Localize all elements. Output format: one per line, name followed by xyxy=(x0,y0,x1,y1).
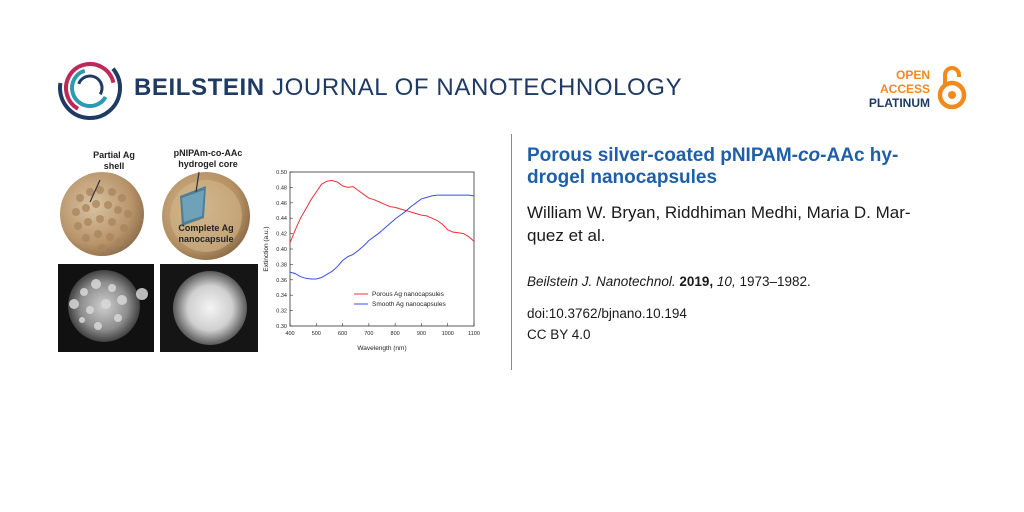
x-tick-label: 1100 xyxy=(468,331,480,337)
open-lock-icon xyxy=(937,66,967,110)
legend-label-porous: Porous Ag nanocapsules xyxy=(372,291,445,298)
y-tick-label: 0.32 xyxy=(276,309,287,315)
x-tick-label: 900 xyxy=(417,331,426,337)
series-line-porous xyxy=(289,179,475,243)
citation: Beilstein J. Nanotechnol. 2019, 10, 1973… xyxy=(527,273,967,291)
article-info: Porous silver-coated pNIPAM-co-AAc hy- d… xyxy=(527,145,967,345)
y-tick-label: 0.38 xyxy=(276,262,287,268)
label-complete-1: Complete Ag xyxy=(178,223,233,233)
journal-name-bold: BEILSTEIN xyxy=(134,74,265,101)
y-tick-label: 0.44 xyxy=(276,216,287,222)
license-link[interactable]: CC BY 4.0 xyxy=(527,327,591,342)
label-core-2: hydrogel core xyxy=(178,159,238,169)
chart-y-ticks: 0.30 0.32 0.34 0.36 0.38 0.40 0.42 0.44 0.46 0.48… xyxy=(276,170,293,330)
extinction-chart: 0.30 0.32 0.34 0.36 0.38 0.40 0.42 0.44 0.46 0.48… xyxy=(263,170,480,352)
chart-ylabel: Extinction (a.u.) xyxy=(263,226,270,271)
chart-series xyxy=(289,179,475,280)
citation-pages: 1973–1982. xyxy=(739,274,811,289)
y-tick-label: 0.40 xyxy=(276,247,287,253)
label-complete-2: nanocapsule xyxy=(178,234,233,244)
divider xyxy=(511,134,512,370)
complete-capsule-illustration: pNIPAm-co-AAc hydrogel core Complete Ag … xyxy=(162,148,250,260)
graphical-abstract: Partial Ag shell pNIPAm-co-AAc hydrogel … xyxy=(58,148,480,352)
label-partial-2: shell xyxy=(104,161,125,171)
y-tick-label: 0.42 xyxy=(276,232,287,238)
title-part2: -AAc hy- xyxy=(820,145,899,166)
citation-journal: Beilstein J. Nanotechnol. xyxy=(527,274,676,289)
y-tick-label: 0.48 xyxy=(276,185,287,191)
y-tick-label: 0.46 xyxy=(276,201,287,207)
x-tick-label: 800 xyxy=(391,331,400,337)
chart-xlabel: Wavelength (nm) xyxy=(357,345,406,352)
authors-line1: William W. Bryan, Riddhiman Medhi, Maria… xyxy=(527,203,911,222)
beilstein-logo-icon xyxy=(58,56,122,120)
label-partial-1: Partial Ag xyxy=(93,150,135,160)
oa-open-label: OPEN xyxy=(895,68,930,82)
citation-year: 2019, xyxy=(679,274,714,289)
article-title[interactable]: Porous silver-coated pNIPAM-co-AAc hy- d… xyxy=(527,145,967,189)
label-core-1: pNIPAm-co-AAc xyxy=(174,148,243,158)
x-tick-label: 400 xyxy=(285,331,294,337)
journal-name-rest: JOURNAL OF NANOTECHNOLOGY xyxy=(272,74,683,101)
y-tick-label: 0.34 xyxy=(276,293,287,299)
x-tick-label: 700 xyxy=(364,331,373,337)
chart-x-ticks: 400 500 600 700 800 900 1000 1100 xyxy=(285,323,480,337)
x-tick-label: 600 xyxy=(338,331,347,337)
open-access-badge: OPEN ACCESS PLATINUM xyxy=(828,64,968,114)
x-tick-label: 500 xyxy=(312,331,321,337)
x-tick-label: 1000 xyxy=(442,331,454,337)
chart-legend: Porous Ag nanocapsules Smooth Ag nanocap… xyxy=(354,291,446,308)
title-italic: co xyxy=(797,145,821,166)
oa-platinum-label: PLATINUM xyxy=(868,96,930,110)
title-part1: Porous silver-coated pNIPAM- xyxy=(527,145,798,166)
series-line-smooth xyxy=(289,194,475,280)
y-tick-label: 0.30 xyxy=(276,324,287,330)
authors: William W. Bryan, Riddhiman Medhi, Maria… xyxy=(527,201,967,247)
y-tick-label: 0.50 xyxy=(276,170,287,176)
porous-shell-illustration: Partial Ag shell xyxy=(60,150,144,256)
journal-name[interactable]: BEILSTEIN JOURNAL OF NANOTECHNOLOGY xyxy=(134,74,682,102)
legend-label-smooth: Smooth Ag nanocapsules xyxy=(372,301,446,308)
article-meta: doi:10.3762/bjnano.10.194 CC BY 4.0 xyxy=(527,303,967,345)
y-tick-label: 0.36 xyxy=(276,278,287,284)
citation-volume: 10, xyxy=(716,274,736,289)
title-line2: drogel nanocapsules xyxy=(527,167,718,188)
doi-link[interactable]: doi:10.3762/bjnano.10.194 xyxy=(527,306,687,321)
oa-access-label: ACCESS xyxy=(879,82,930,96)
authors-line2: quez et al. xyxy=(527,226,606,245)
